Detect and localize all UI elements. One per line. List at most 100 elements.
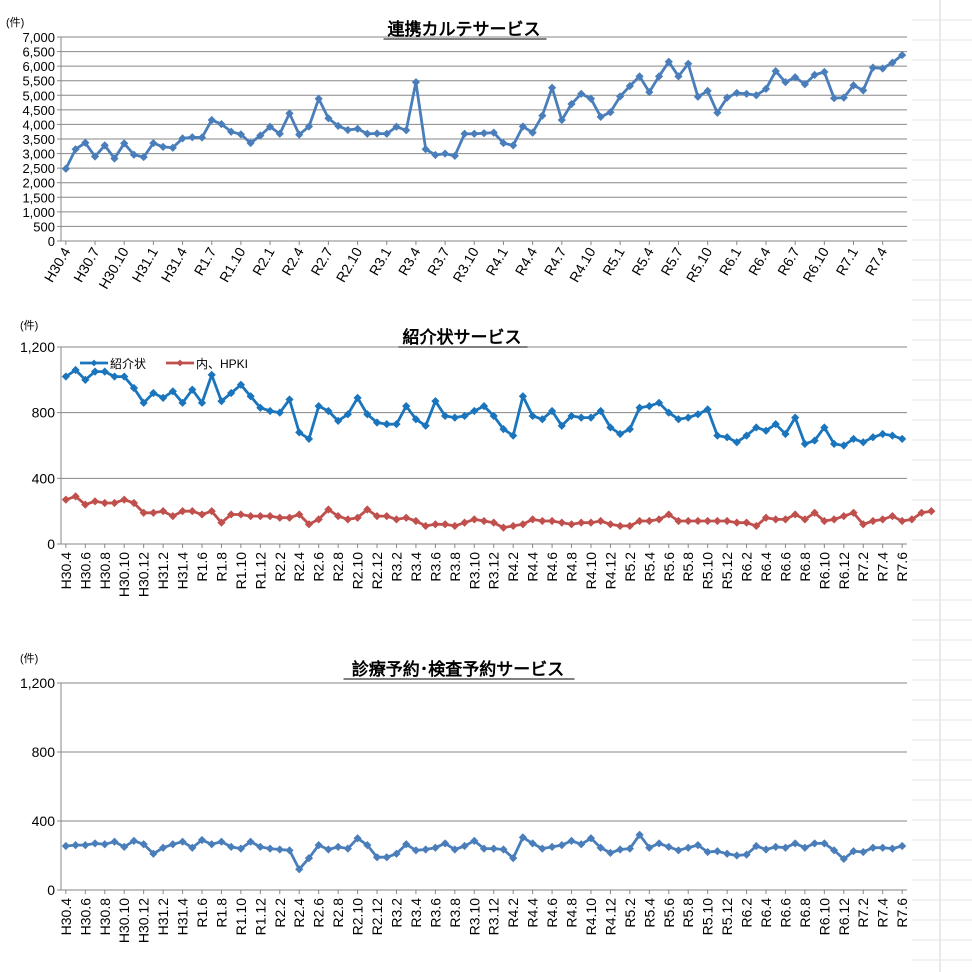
x-tick-label: R6.4 (758, 552, 774, 582)
data-point-1 (207, 370, 216, 380)
data-point-2 (606, 520, 615, 529)
y-tick-label: 7,000 (22, 30, 55, 45)
x-tick-label: R2.2 (272, 898, 288, 928)
y-unit-label: (件) (20, 652, 38, 665)
data-point-1 (90, 152, 100, 161)
data-point-2 (586, 518, 596, 527)
data-point-2 (820, 516, 829, 526)
data-point-1 (382, 129, 391, 138)
data-point-2 (917, 508, 926, 517)
data-point-2 (100, 498, 109, 508)
data-point-1 (295, 130, 304, 139)
data-point-1 (810, 839, 819, 848)
data-point-2 (178, 507, 187, 516)
data-point-1 (878, 429, 887, 439)
data-point-2 (761, 513, 771, 522)
data-point-2 (470, 515, 479, 524)
data-point-1 (372, 853, 382, 862)
data-point-1 (888, 431, 897, 440)
data-point-1 (800, 843, 810, 852)
data-point-1 (236, 844, 246, 853)
data-point-1 (849, 81, 858, 90)
data-point-1 (207, 115, 216, 125)
data-point-1 (732, 88, 741, 98)
data-point-1 (616, 92, 625, 101)
data-point-1 (392, 122, 401, 131)
data-point-1 (674, 72, 683, 81)
data-point-2 (188, 507, 197, 516)
data-point-1 (868, 433, 878, 442)
data-point-1 (732, 438, 741, 447)
data-point-1 (810, 70, 819, 79)
data-point-1 (90, 367, 100, 376)
data-point-2 (246, 511, 255, 521)
data-point-1 (363, 410, 372, 419)
x-tick-label: R7.2 (855, 552, 871, 582)
data-point-1 (343, 410, 352, 419)
data-point-1 (606, 108, 615, 117)
data-point-1 (168, 387, 177, 396)
data-point-1 (265, 122, 275, 131)
data-point-2 (859, 520, 868, 529)
x-tick-label: H30.8 (97, 552, 113, 590)
data-point-2 (265, 511, 275, 521)
data-point-2 (431, 520, 440, 529)
data-point-1 (606, 848, 615, 858)
data-point-1 (528, 411, 537, 421)
data-point-1 (304, 122, 314, 131)
data-point-2 (227, 510, 236, 519)
x-tick-label: R3.8 (447, 898, 463, 928)
x-tick-label: R5.4 (641, 898, 657, 928)
x-tick-label: R2.6 (311, 552, 327, 582)
data-point-2 (596, 516, 605, 526)
x-tick-label: R2.10 (350, 552, 366, 590)
data-point-1 (586, 413, 596, 422)
x-tick-label: H31.4 (175, 898, 191, 936)
data-point-1 (421, 845, 430, 854)
data-point-2 (217, 518, 226, 527)
data-point-2 (392, 515, 401, 524)
data-point-2 (829, 515, 839, 524)
data-point-2 (334, 511, 343, 521)
x-tick-label: R5.8 (680, 552, 696, 582)
data-point-1 (207, 840, 216, 849)
data-point-2 (752, 521, 761, 531)
data-point-1 (470, 836, 479, 845)
data-point-1 (518, 392, 528, 401)
x-tick-label: R6.4 (758, 898, 774, 928)
y-tick-label: 0 (48, 234, 55, 249)
data-point-1 (703, 86, 712, 96)
y-tick-label: 1,000 (22, 205, 55, 220)
data-point-1 (256, 842, 265, 851)
data-point-1 (693, 841, 703, 850)
data-point-1 (450, 845, 459, 854)
data-point-1 (742, 431, 751, 440)
data-point-1 (868, 843, 878, 852)
data-point-1 (577, 840, 586, 849)
data-point-2 (625, 521, 634, 531)
data-point-2 (635, 516, 644, 526)
x-tick-label: R1.10 (233, 898, 249, 936)
data-point-2 (577, 518, 586, 527)
data-point-2 (499, 523, 508, 532)
y-tick-label: 1,500 (22, 190, 55, 205)
x-tick-label: R1.12 (252, 898, 268, 936)
x-tick-label: R1.10 (233, 552, 249, 590)
data-point-2 (742, 518, 751, 527)
x-tick-label: R6.8 (797, 898, 813, 928)
chart-title: 連携カルテサービス (388, 19, 541, 39)
data-point-1 (616, 845, 625, 854)
data-point-2 (382, 511, 391, 521)
data-point-1 (479, 401, 489, 411)
data-point-1 (217, 837, 226, 846)
data-point-1 (71, 145, 80, 154)
data-point-1 (625, 424, 634, 434)
x-tick-label: R2.8 (330, 552, 346, 582)
data-point-2 (732, 518, 741, 527)
data-point-2 (518, 520, 528, 529)
x-tick-label: R4.10 (583, 898, 599, 936)
data-point-1 (625, 81, 634, 91)
x-tick-label: R6.7 (774, 244, 803, 278)
x-tick-label: R3.7 (424, 244, 453, 278)
data-point-2 (907, 515, 916, 524)
